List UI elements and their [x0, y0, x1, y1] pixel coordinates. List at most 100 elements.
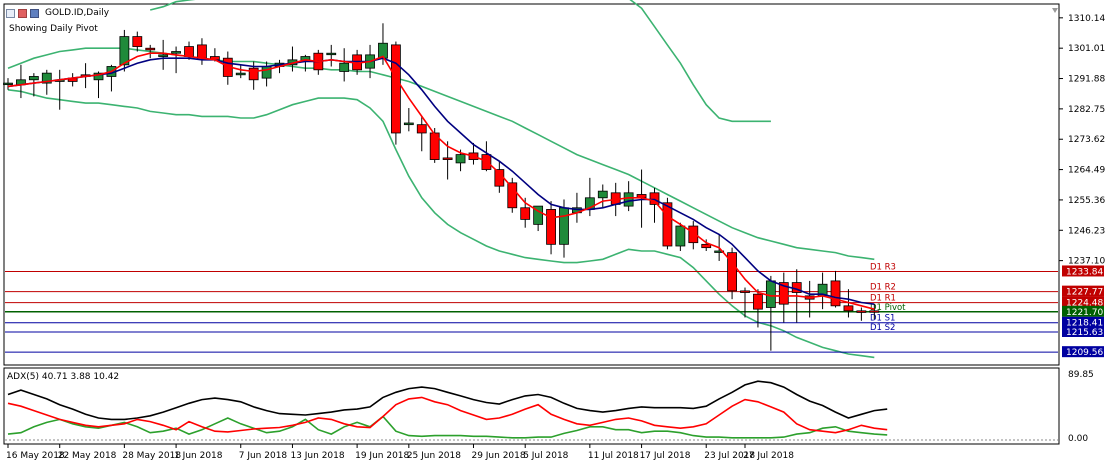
price-tick-label: 1264.49 — [1068, 166, 1105, 176]
candle-body — [3, 82, 13, 86]
price-tag — [1062, 265, 1104, 277]
candle-body — [533, 205, 544, 225]
date-tick-label: 22 May 2018 — [58, 451, 117, 461]
candle-body — [390, 44, 401, 134]
date-tick-label: 28 May 2018 — [122, 451, 181, 461]
candle-body — [248, 67, 259, 81]
candle-body — [662, 202, 673, 247]
date-tick-label: 27 Jul 2018 — [743, 451, 794, 461]
pivot-level-name: D1 S2 — [870, 323, 895, 333]
candle-body — [675, 225, 686, 247]
price-tag-label: 1218.41 — [1066, 319, 1103, 329]
price-tick-label: 1273.62 — [1068, 135, 1105, 145]
adx-series-adx-line — [7, 380, 888, 421]
candle-body — [701, 243, 712, 249]
adx-series-di-line — [7, 396, 888, 434]
candle-body — [507, 182, 518, 209]
candle-body — [28, 76, 39, 81]
price-tick-label: 1246.23 — [1068, 226, 1105, 236]
price-tick-label: 1310.14 — [1068, 14, 1105, 24]
adx-panel-border — [3, 367, 1060, 445]
candle-body — [184, 46, 194, 57]
candle-body — [235, 72, 246, 76]
pivot-level-name: D1 S1 — [870, 314, 895, 324]
candle-body — [455, 154, 466, 164]
candle-body — [623, 192, 634, 207]
band-middle-line — [7, 47, 875, 261]
price-tag-label: 1215.63 — [1066, 328, 1103, 338]
date-tick-label: 11 Jul 2018 — [588, 451, 639, 461]
candle-body — [546, 209, 556, 245]
candle-body — [326, 52, 337, 56]
candle-body — [778, 282, 789, 305]
bollinger-bands — [7, 0, 875, 359]
symbol-icon — [18, 8, 27, 18]
candle-body — [429, 132, 440, 160]
price-tag — [1062, 285, 1104, 297]
adx-axis: 89.85 0.00 — [1068, 370, 1094, 444]
candle-body — [197, 44, 207, 59]
candle-body — [403, 122, 414, 126]
price-tag-label: 1233.84 — [1066, 267, 1103, 277]
price-tick-label: 1237.10 — [1068, 257, 1105, 267]
date-tick-label: 29 Jun 2018 — [471, 451, 525, 461]
pivot-indicator-caption: Showing Daily Pivot — [9, 24, 98, 34]
adx-scale-bottom: 0.00 — [1068, 434, 1088, 444]
scroll-marker-icon[interactable] — [1052, 8, 1058, 13]
adx-series — [7, 380, 888, 439]
adx-scale-top: 89.85 — [1068, 370, 1094, 380]
price-tick-label: 1255.36 — [1068, 196, 1105, 206]
chart-window-icon — [6, 8, 15, 18]
date-tick-label: 17 Jul 2018 — [640, 451, 691, 461]
candle-body — [843, 305, 854, 312]
pivot-level-name: D1 R1 — [870, 294, 896, 304]
price-tag-label: 1209.56 — [1066, 348, 1103, 358]
candle-body — [339, 62, 350, 72]
pivot-level-name: D1 Pivot — [870, 303, 906, 313]
band-upper-line — [150, 0, 771, 123]
date-tick-label: 7 Jun 2018 — [239, 451, 288, 461]
candle-body — [688, 225, 699, 244]
candle-body — [765, 280, 776, 308]
candle-body — [520, 207, 531, 220]
candle-body — [145, 47, 156, 51]
date-tick-label: 23 Jul 2018 — [704, 451, 755, 461]
pivot-level-name: D1 R2 — [870, 283, 896, 293]
candle-body — [132, 36, 143, 47]
price-tag — [1062, 346, 1104, 358]
candle-body — [158, 54, 169, 57]
candle-body — [416, 124, 427, 134]
price-tick-label: 1291.88 — [1068, 75, 1105, 85]
price-tag — [1062, 316, 1104, 328]
date-tick-label: 13 Jun 2018 — [290, 451, 344, 461]
date-tick-label: 25 Jun 2018 — [407, 451, 461, 461]
candle-body — [740, 290, 750, 293]
symbol-label: GOLD.ID,Daily — [45, 8, 110, 18]
timeframe-icon — [30, 8, 39, 18]
candles — [3, 23, 880, 351]
price-tag-label: 1221.70 — [1066, 308, 1103, 318]
moving-averages — [7, 52, 875, 310]
date-tick-label: 1 Jun 2018 — [174, 451, 223, 461]
pivot-level-name: D1 R3 — [870, 262, 896, 272]
candle-body — [93, 72, 104, 81]
main-chart-border — [3, 3, 1060, 366]
price-tag — [1062, 305, 1104, 317]
price-tag — [1062, 296, 1104, 308]
ma-slow-line — [7, 57, 875, 305]
price-tag-label: 1224.48 — [1066, 299, 1103, 309]
date-tick-label: 19 Jun 2018 — [355, 451, 409, 461]
candle-body — [830, 280, 841, 307]
candle-body — [753, 293, 763, 310]
pivot-levels: D1 R3 1233.84 D1 R2 1227.77 D1 R1 1224.48 D1 P… — [5, 262, 1104, 358]
adx-series-di-line — [7, 415, 888, 439]
candle-body — [442, 157, 453, 160]
price-tick-label: 1301.01 — [1068, 44, 1105, 54]
price-axis: 1310.14 1301.01 1291.88 1282.75 1273.62 1264.… — [1059, 14, 1105, 267]
date-tick-label: 16 May 2018 — [6, 451, 65, 461]
candle-body — [41, 72, 52, 84]
candle-body — [649, 192, 660, 205]
